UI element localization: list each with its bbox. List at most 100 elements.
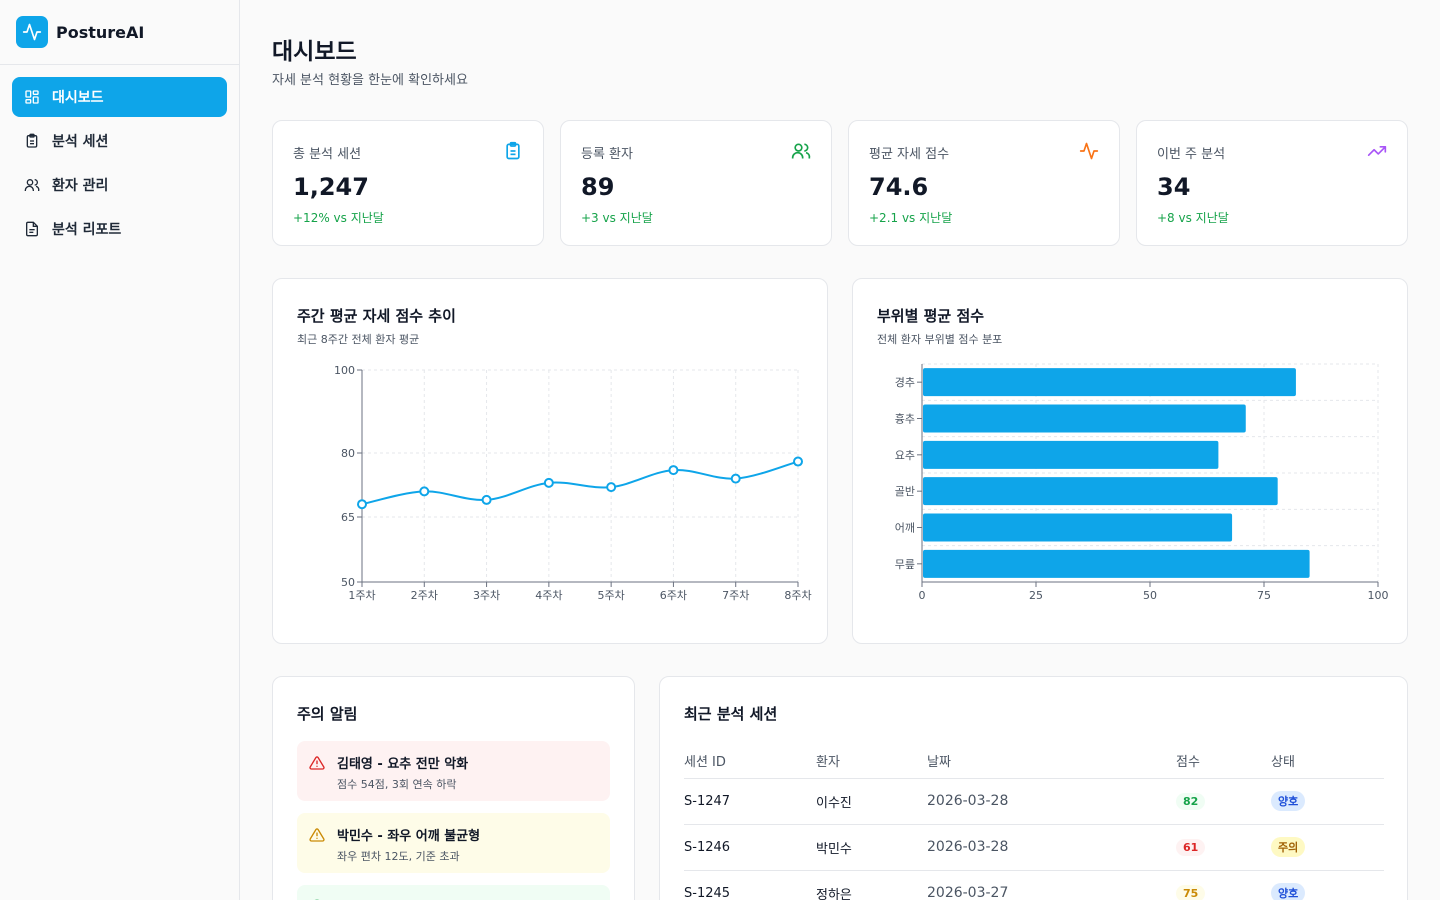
weekly-score-line-chart: 50 65 80 100 1주차 2주차 3주차 4주차 5주차 6주차 7주차 8주차	[334, 364, 812, 602]
sidebar-nav: 대시보드 분석 세션 환자 관리 분석 리포트	[0, 65, 239, 265]
dashboard-icon	[24, 89, 40, 105]
alert-description: 좌우 편차 12도, 기준 초과	[337, 850, 460, 863]
patient-name: 박민수	[816, 824, 927, 871]
category-label: 요추	[895, 449, 915, 462]
column-header-status[interactable]: 상태	[1271, 743, 1384, 779]
score-badge: 61	[1176, 838, 1206, 856]
x-tick-label: 0	[919, 589, 926, 602]
panel-title: 부위별 평균 점수	[877, 307, 985, 325]
status-badge: 주의	[1271, 837, 1306, 857]
column-header-date[interactable]: 날짜	[927, 743, 1176, 779]
alert-item-warning[interactable]: 박민수 - 좌우 어깨 불균형 좌우 편차 12도, 기준 초과	[297, 813, 610, 873]
table-row[interactable]: S-1246 박민수 2026-03-28 61 주의	[684, 824, 1384, 871]
patient-name: 이수진	[816, 778, 927, 825]
stat-value: 34	[1157, 173, 1191, 201]
x-tick-label: 1주차	[348, 589, 375, 602]
alert-triangle-icon	[309, 827, 325, 843]
category-label: 경추	[895, 376, 915, 389]
y-tick-label: 100	[334, 364, 355, 377]
x-tick-label: 7주차	[722, 589, 749, 602]
sidebar: PostureAI 대시보드 분석 세션 환자 관리 분석 리포트	[0, 0, 240, 900]
y-tick-label: 65	[341, 511, 355, 524]
data-point	[481, 494, 492, 505]
bar	[923, 513, 1233, 542]
alerts-panel: 주의 알림 김태영 - 요추 전만 악화 점수 54점, 3회 연속 하락 박민…	[272, 676, 635, 900]
alert-title: 김태영 - 요추 전만 악화	[337, 757, 469, 772]
data-point	[606, 482, 617, 493]
stat-label: 등록 환자	[581, 147, 633, 162]
alert-item-danger[interactable]: 김태영 - 요추 전만 악화 점수 54점, 3회 연속 하락	[297, 741, 610, 801]
alert-title: 박민수 - 좌우 어깨 불균형	[337, 829, 481, 844]
alert-triangle-icon	[309, 755, 325, 771]
panel-subtitle: 전체 환자 부위별 점수 분포	[877, 333, 1003, 346]
data-point	[730, 473, 741, 484]
x-tick-label: 5주차	[598, 589, 625, 602]
bar	[923, 440, 1219, 469]
stat-card-avg-score: 평균 자세 점수 74.6 +2.1 vs 지난달	[848, 120, 1120, 246]
sidebar-item-dashboard[interactable]: 대시보드	[12, 77, 227, 117]
stat-label: 평균 자세 점수	[869, 147, 950, 162]
data-point	[543, 477, 554, 488]
data-point	[793, 456, 803, 467]
session-id: S-1245	[684, 870, 816, 900]
stat-delta: +8 vs 지난달	[1157, 211, 1229, 225]
trending-up-icon	[1367, 141, 1387, 161]
x-tick-label: 100	[1368, 589, 1389, 602]
session-date: 2026-03-28	[927, 778, 1176, 825]
panel-subtitle: 최근 8주간 전체 환자 평균	[297, 333, 420, 346]
sidebar-item-label: 분석 세션	[52, 134, 109, 150]
main-content: 대시보드 자세 분석 현황을 한눈에 확인하세요 총 분석 세션 1,247 +…	[240, 0, 1440, 900]
page-subtitle: 자세 분석 현황을 한눈에 확인하세요	[272, 73, 468, 88]
panel-title: 주의 알림	[297, 705, 358, 723]
y-tick-label: 80	[341, 447, 355, 460]
sidebar-item-label: 분석 리포트	[52, 222, 122, 238]
table-row[interactable]: S-1245 정하은 2026-03-27 75 양호	[684, 870, 1384, 900]
bar	[923, 549, 1310, 578]
x-tick-label: 50	[1143, 589, 1157, 602]
series-line	[361, 460, 799, 506]
category-label: 골반	[895, 485, 915, 498]
session-date: 2026-03-28	[927, 824, 1176, 871]
status-badge: 양호	[1271, 791, 1306, 811]
stat-delta: +12% vs 지난달	[293, 211, 384, 225]
sidebar-item-reports[interactable]: 분석 리포트	[12, 209, 227, 249]
data-point	[668, 465, 679, 476]
y-tick-label: 50	[341, 576, 355, 589]
sidebar-item-patients[interactable]: 환자 관리	[12, 165, 227, 205]
stat-value: 74.6	[869, 173, 929, 201]
bar	[923, 477, 1278, 506]
status-badge: 양호	[1271, 883, 1306, 900]
users-icon	[791, 141, 811, 161]
activity-logo-icon	[16, 16, 48, 48]
alert-item-success[interactable]	[297, 885, 610, 900]
x-tick-label: 2주차	[411, 589, 438, 602]
score-badge: 82	[1176, 792, 1206, 810]
sidebar-item-label: 대시보드	[52, 90, 104, 106]
x-tick-label: 3주차	[473, 589, 500, 602]
clipboard-icon	[503, 141, 523, 161]
table-header-row: 세션 ID 환자 날짜 점수 상태	[684, 743, 1384, 779]
category-label: 무릎	[895, 558, 915, 571]
page-title: 대시보드	[272, 39, 357, 65]
column-header-patient[interactable]: 환자	[816, 743, 927, 779]
data-point	[419, 486, 430, 497]
x-tick-label: 75	[1257, 589, 1271, 602]
stat-label: 이번 주 분석	[1157, 147, 1226, 162]
stat-card-weekly: 이번 주 분석 34 +8 vs 지난달	[1136, 120, 1408, 246]
alert-description: 점수 54점, 3회 연속 하락	[337, 778, 457, 791]
x-tick-label: 6주차	[660, 589, 687, 602]
stat-delta: +3 vs 지난달	[581, 211, 653, 225]
column-header-score[interactable]: 점수	[1176, 743, 1271, 779]
x-tick-label: 4주차	[535, 589, 562, 602]
patient-name: 정하은	[816, 870, 927, 900]
stat-value: 89	[581, 173, 615, 201]
score-badge: 75	[1176, 884, 1206, 900]
column-header-session-id[interactable]: 세션 ID	[684, 743, 816, 779]
brand[interactable]: PostureAI	[0, 0, 239, 65]
stat-card-patients: 등록 환자 89 +3 vs 지난달	[560, 120, 832, 246]
sidebar-item-sessions[interactable]: 분석 세션	[12, 121, 227, 161]
x-tick-label: 8주차	[784, 589, 811, 602]
data-point	[357, 499, 367, 510]
table-row[interactable]: S-1247 이수진 2026-03-28 82 양호	[684, 778, 1384, 825]
